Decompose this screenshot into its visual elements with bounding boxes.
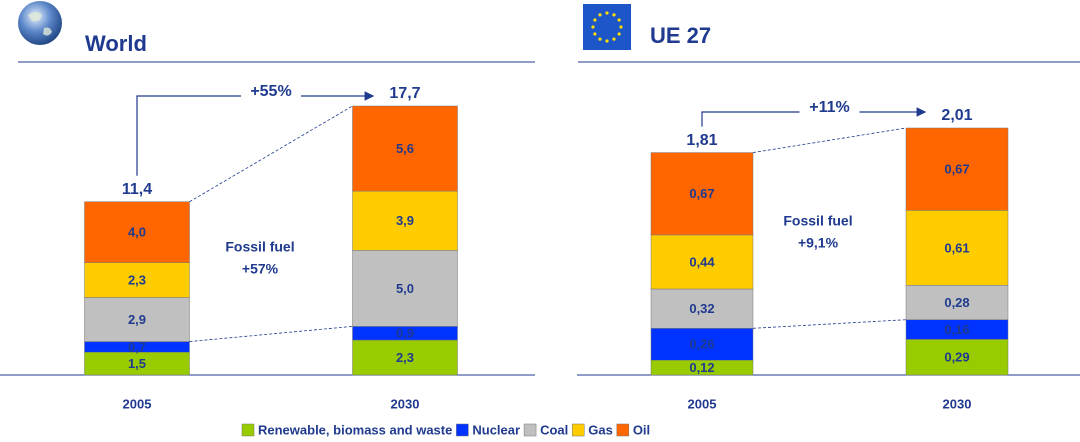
dashed-connector (189, 325, 353, 342)
chart-title: UE 27 (650, 23, 711, 48)
legend-label: Nuclear (472, 422, 520, 437)
bar-segment (905, 127, 1009, 211)
globe-icon (18, 1, 62, 45)
fossil-change: +9,1% (798, 235, 839, 251)
growth-arrow (136, 91, 375, 176)
growth-label: +55% (250, 83, 291, 100)
bar-segment (352, 105, 458, 192)
fossil-change: +57% (242, 261, 279, 277)
label-bg (241, 86, 301, 104)
eu-flag-icon (583, 4, 631, 50)
data-label: 1,5 (128, 356, 146, 371)
star (605, 39, 609, 43)
bar-segment (352, 250, 458, 327)
legend-swatch (456, 423, 469, 437)
star (591, 25, 595, 29)
data-label: 2,3 (396, 350, 414, 365)
star (593, 18, 597, 22)
star (593, 32, 597, 36)
star (619, 25, 623, 29)
bar-segment (905, 339, 1009, 376)
x-tick-label: 2005 (123, 396, 152, 411)
data-label: 2,3 (128, 272, 146, 287)
bar-segment (905, 210, 1009, 286)
data-label: 3,9 (396, 213, 414, 228)
data-label: 4,0 (128, 225, 146, 240)
dashed-connector (189, 105, 353, 203)
data-label: 0,61 (944, 240, 969, 255)
legend-swatch (616, 423, 630, 437)
data-label: 0,32 (689, 301, 714, 316)
legend-swatch (571, 423, 585, 437)
x-tick-label: 2030 (391, 396, 420, 411)
bar-segment (650, 328, 754, 361)
total-label: 17,7 (389, 85, 420, 102)
data-label: 0,9 (396, 326, 414, 341)
data-label: 5,6 (396, 141, 414, 156)
star (598, 37, 602, 41)
star (617, 32, 621, 36)
legend-label: Oil (633, 422, 650, 437)
star (605, 11, 609, 15)
legend-swatch (241, 423, 255, 437)
bar-segment (84, 262, 190, 298)
data-label: 0,12 (689, 360, 714, 375)
data-label: 0,26 (689, 337, 714, 352)
star (617, 18, 621, 22)
data-label: 0,28 (944, 295, 969, 310)
legend-label: Gas (588, 422, 613, 437)
legend-label: Renewable, biomass and waste (258, 422, 452, 437)
data-label: 0,7 (128, 339, 146, 354)
x-tick-label: 2030 (943, 396, 972, 411)
legend-label: Coal (540, 422, 568, 437)
fossil-label: Fossil fuel (225, 239, 294, 255)
bar-segment (84, 201, 190, 263)
legend-swatch (523, 423, 537, 437)
total-label: 2,01 (941, 107, 972, 124)
x-tick-label: 2005 (688, 396, 717, 411)
data-label: 0,29 (944, 350, 969, 365)
bar-segment (352, 339, 458, 376)
bar-segment (650, 288, 754, 329)
bar-segment (650, 234, 754, 290)
bar-segment (650, 152, 754, 236)
data-label: 0,16 (944, 322, 969, 337)
bar-segment (84, 297, 190, 342)
fossil-label: Fossil fuel (783, 213, 852, 229)
dashed-connector (752, 319, 907, 329)
dashed-connector (752, 127, 907, 153)
total-label: 11,4 (122, 181, 152, 198)
star (612, 37, 616, 41)
data-label: 0,44 (689, 254, 715, 269)
data-label: 2,9 (128, 312, 146, 327)
star (598, 13, 602, 17)
total-label: 1,81 (686, 132, 717, 149)
label-bg (799, 102, 860, 120)
data-label: 0,67 (689, 186, 714, 201)
growth-label: +11% (809, 99, 849, 116)
star (612, 13, 616, 17)
data-label: 5,0 (396, 281, 414, 296)
data-label: 0,67 (944, 162, 969, 177)
chart-title: World (85, 31, 147, 56)
